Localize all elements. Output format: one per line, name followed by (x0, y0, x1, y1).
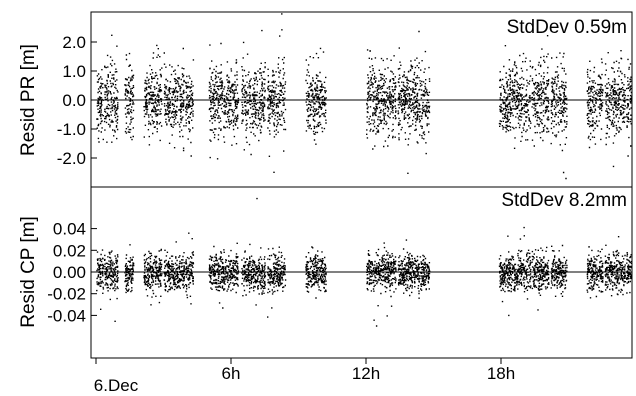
residual-points (96, 13, 633, 180)
x-tick-label-12: 12h (352, 364, 380, 383)
pr-y-axis-title: Resid PR [m] (18, 44, 39, 156)
y-tick-label: -0.02 (47, 285, 86, 304)
x-tick-label-0: 6.Dec (94, 376, 139, 395)
cp-y-axis-title: Resid CP [m] (18, 216, 39, 328)
cp-y-ticks: 0.04 0.02 0.00 -0.02 -0.04 (47, 220, 97, 325)
y-tick-label: -1.0 (57, 120, 86, 139)
y-tick-label: 1.0 (62, 62, 86, 81)
y-tick-label: 0.0 (62, 91, 86, 110)
pr-points (96, 13, 633, 180)
cp-stddev-label: StdDev 8.2mm (501, 190, 627, 211)
pr-stddev-label: StdDev 0.59m (507, 17, 627, 38)
cp-panel: 0.04 0.02 0.00 -0.02 -0.04 Resid CP [m] StdD… (18, 186, 633, 359)
y-tick-label: -0.04 (47, 306, 86, 325)
y-tick-label: 0.02 (53, 241, 86, 260)
y-tick-label: 0.00 (53, 263, 86, 282)
x-axis: 6.Dec 6h 12h 18h (94, 358, 515, 395)
cp-points (96, 197, 633, 327)
pr-panel: 2.0 1.0 0.0 -1.0 -2.0 Resid PR [m] StdDev 0.… (18, 11, 633, 188)
y-tick-label: 2.0 (62, 33, 86, 52)
x-tick-label-6: 6h (222, 364, 241, 383)
x-tick-label-18: 18h (487, 364, 515, 383)
pr-y-ticks: 2.0 1.0 0.0 -1.0 -2.0 (57, 33, 97, 168)
y-tick-label: 0.04 (53, 220, 86, 239)
residual-points (96, 197, 633, 327)
y-tick-label: -2.0 (57, 149, 86, 168)
